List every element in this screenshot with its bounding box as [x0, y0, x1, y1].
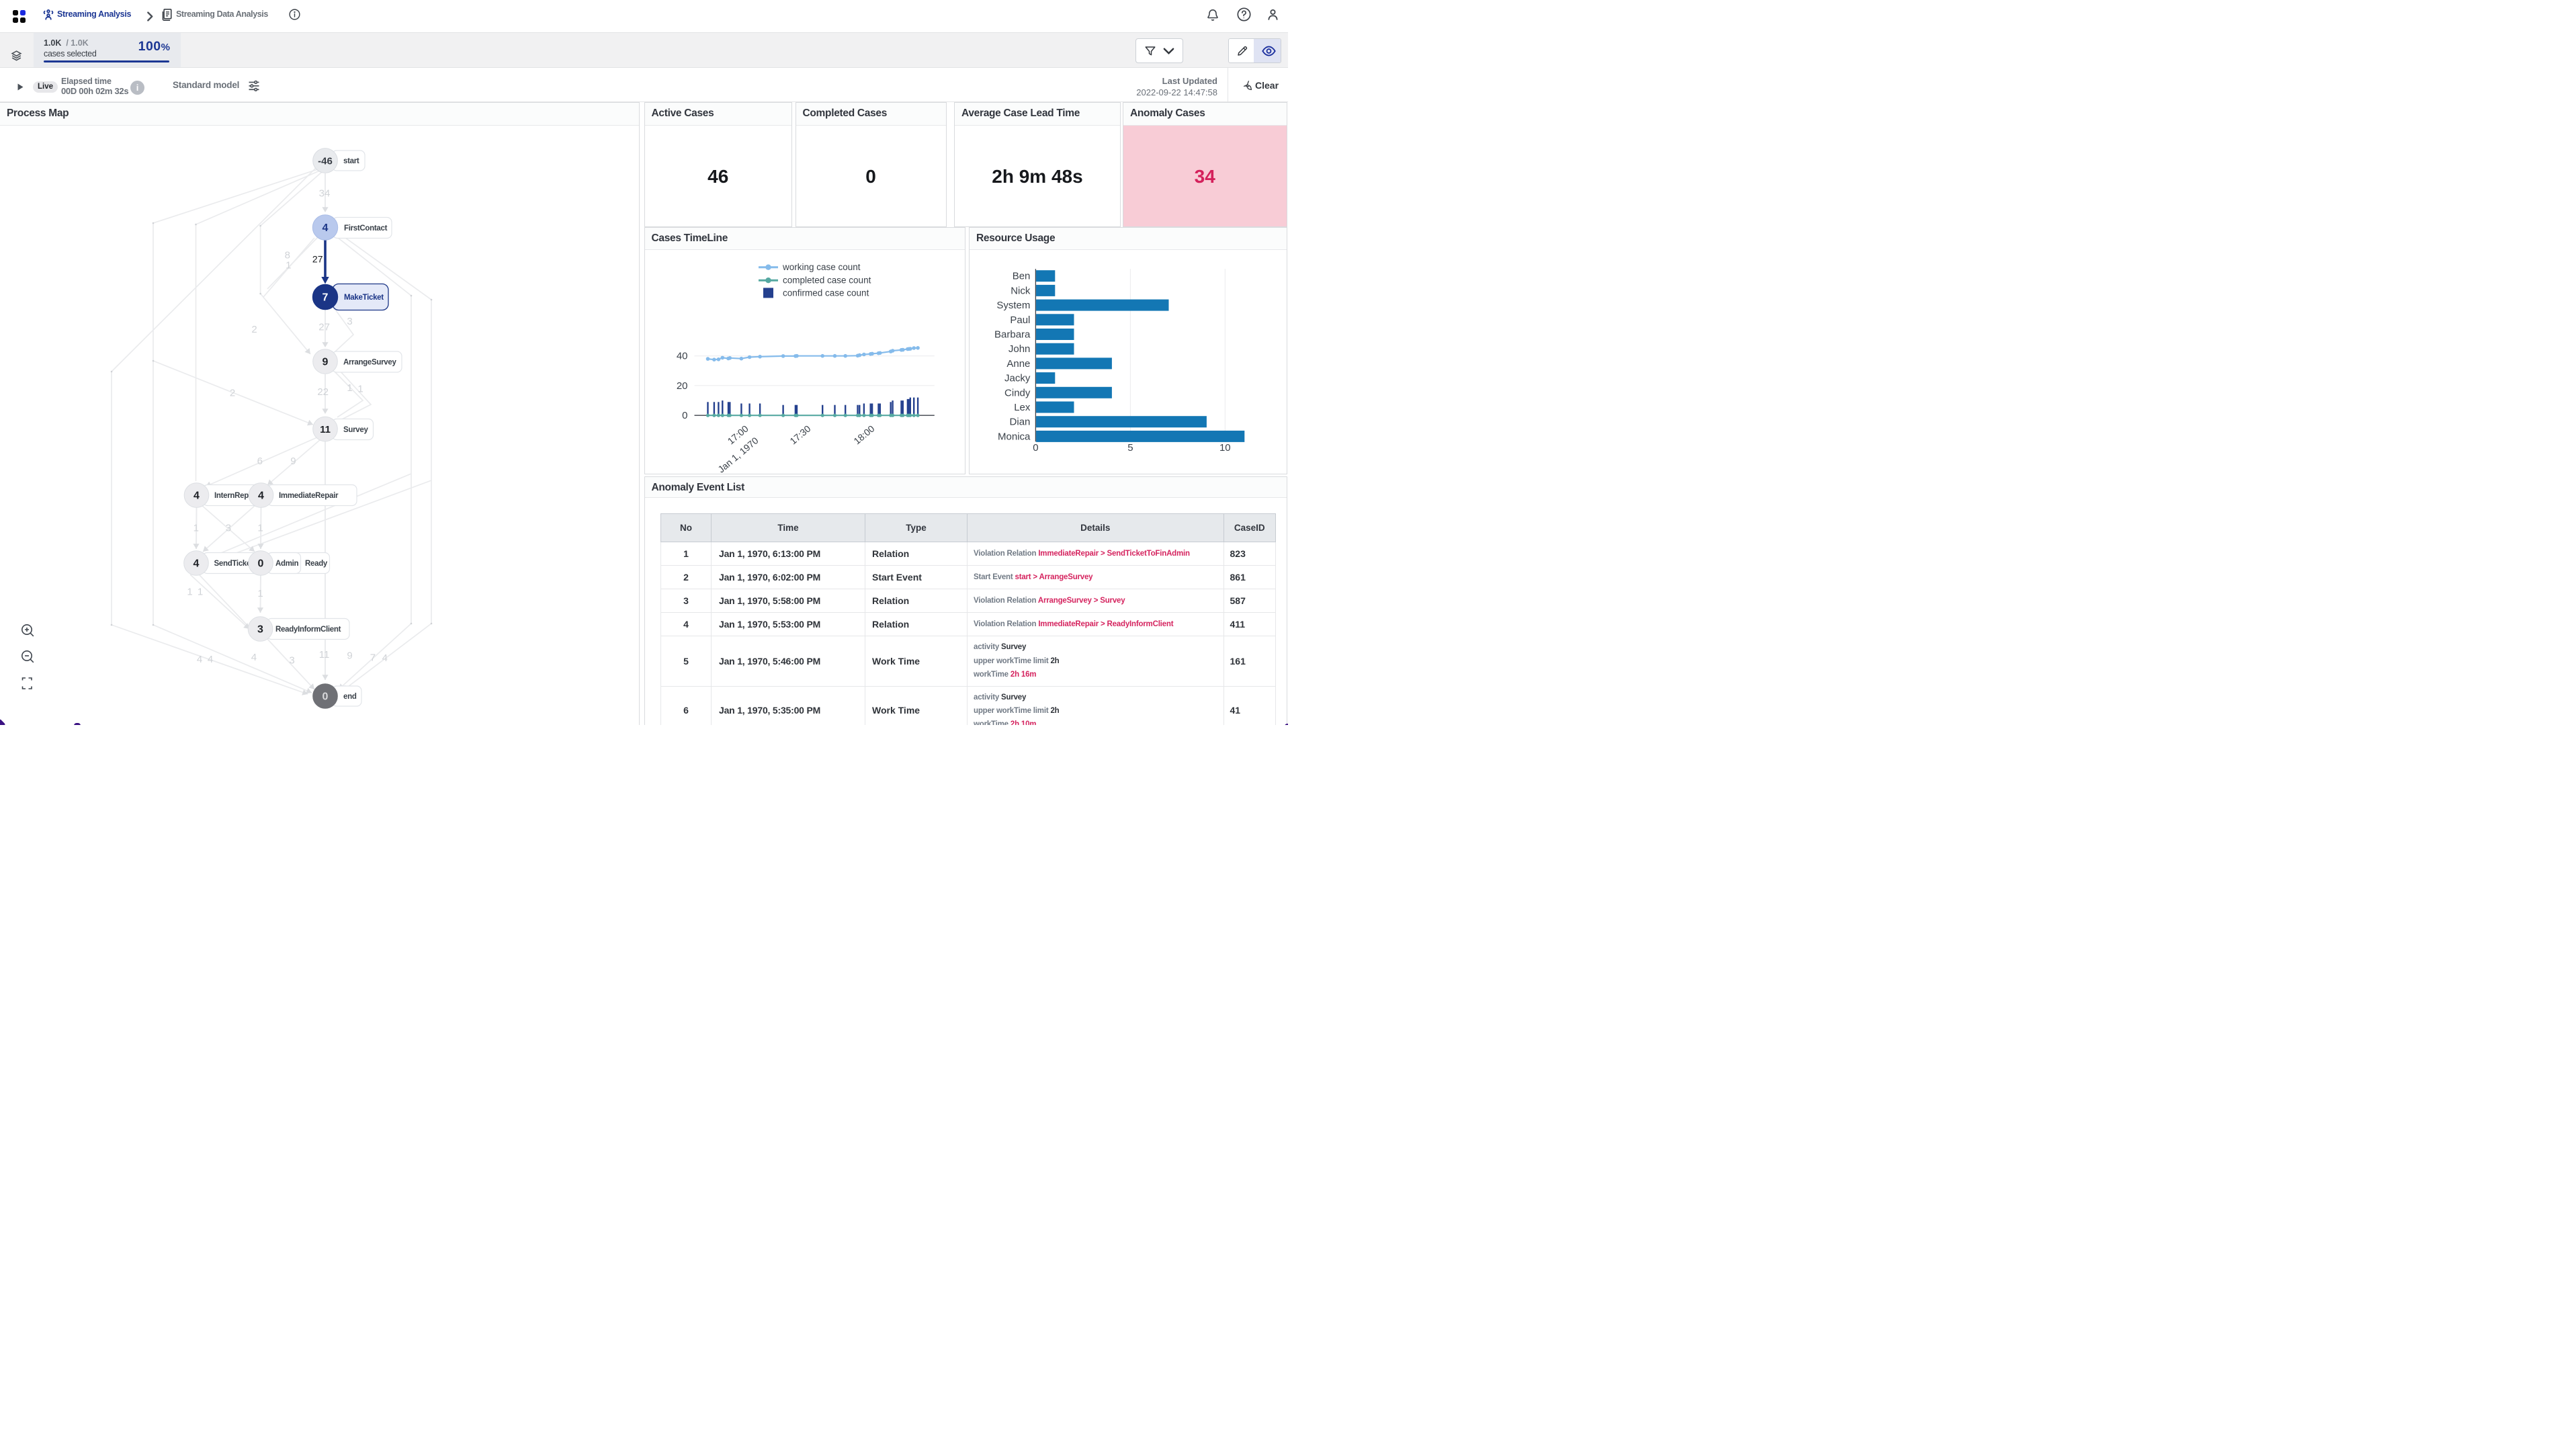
svg-text:40: 40: [676, 350, 687, 361]
svg-text:4: 4: [208, 654, 213, 665]
svg-text:1: 1: [198, 587, 203, 598]
svg-text:3: 3: [257, 624, 263, 636]
svg-text:27: 27: [318, 321, 330, 333]
svg-text:Survey: Survey: [343, 426, 368, 434]
svg-text:4: 4: [258, 491, 264, 502]
svg-text:11: 11: [319, 649, 330, 660]
svg-text:4: 4: [382, 652, 388, 664]
svg-text:Nick: Nick: [1011, 285, 1031, 296]
svg-text:Ready: Ready: [305, 560, 328, 568]
svg-text:4: 4: [194, 558, 200, 570]
svg-text:ReadyInformClient: ReadyInformClient: [275, 626, 341, 634]
svg-text:Paul: Paul: [1010, 314, 1030, 326]
svg-text:start: start: [343, 157, 359, 165]
svg-text:11: 11: [320, 424, 331, 435]
svg-text:22: 22: [317, 386, 329, 398]
svg-text:4: 4: [251, 652, 257, 663]
svg-text:1: 1: [194, 523, 199, 534]
svg-text:John: John: [1008, 343, 1031, 355]
svg-text:1: 1: [347, 382, 352, 394]
svg-text:5: 5: [1127, 442, 1133, 454]
svg-text:7: 7: [370, 652, 376, 664]
svg-text:Anne: Anne: [1006, 358, 1030, 370]
svg-text:Dian: Dian: [1010, 416, 1031, 427]
svg-text:ImmediateRepair: ImmediateRepair: [279, 492, 339, 500]
svg-text:9: 9: [347, 650, 352, 662]
svg-text:2: 2: [230, 388, 235, 399]
svg-text:FirstContact: FirstContact: [344, 224, 388, 232]
svg-text:1: 1: [187, 587, 192, 598]
svg-text:working case count: working case count: [782, 262, 861, 272]
svg-text:SendTicke: SendTicke: [214, 560, 251, 568]
svg-text:3: 3: [347, 316, 352, 327]
svg-text:4: 4: [323, 222, 329, 234]
svg-text:ArrangeSurvey: ArrangeSurvey: [343, 359, 396, 367]
svg-text:Jacky: Jacky: [1004, 372, 1031, 384]
svg-text:0: 0: [258, 558, 264, 570]
svg-text:InternRep: InternRep: [214, 492, 249, 500]
svg-text:9: 9: [323, 357, 329, 368]
svg-text:10: 10: [1219, 442, 1231, 454]
svg-text:System: System: [996, 300, 1030, 311]
svg-text:Ben: Ben: [1013, 270, 1031, 282]
svg-text:-46: -46: [318, 156, 333, 167]
svg-text:Lex: Lex: [1014, 402, 1031, 413]
svg-text:9: 9: [290, 456, 296, 467]
svg-text:0: 0: [1033, 442, 1038, 454]
svg-text:Admin: Admin: [275, 560, 299, 568]
svg-text:1: 1: [357, 383, 363, 394]
svg-text:6: 6: [257, 456, 263, 467]
svg-text:17:30: 17:30: [787, 423, 812, 446]
svg-text:confirmed case count: confirmed case count: [783, 288, 869, 298]
svg-text:3: 3: [226, 523, 231, 534]
svg-text:27: 27: [312, 254, 323, 265]
svg-text:end: end: [343, 693, 357, 701]
svg-text:4: 4: [194, 491, 200, 502]
svg-text:0: 0: [323, 691, 329, 703]
svg-text:7: 7: [323, 292, 329, 304]
svg-text:0: 0: [682, 410, 687, 421]
svg-text:completed case count: completed case count: [783, 275, 871, 285]
svg-text:1: 1: [286, 260, 291, 271]
svg-text:Barbara: Barbara: [994, 329, 1031, 340]
svg-text:MakeTicket: MakeTicket: [344, 294, 384, 302]
svg-text:18:00: 18:00: [851, 423, 876, 446]
svg-text:Monica: Monica: [998, 431, 1031, 442]
svg-text:4: 4: [197, 654, 202, 665]
svg-text:Cindy: Cindy: [1004, 387, 1031, 398]
svg-text:20: 20: [676, 380, 687, 392]
svg-text:1: 1: [257, 588, 263, 599]
svg-text:34: 34: [319, 188, 331, 200]
svg-text:2: 2: [251, 324, 257, 335]
svg-text:1: 1: [257, 523, 263, 534]
svg-text:8: 8: [285, 250, 290, 261]
svg-text:3: 3: [289, 655, 294, 667]
